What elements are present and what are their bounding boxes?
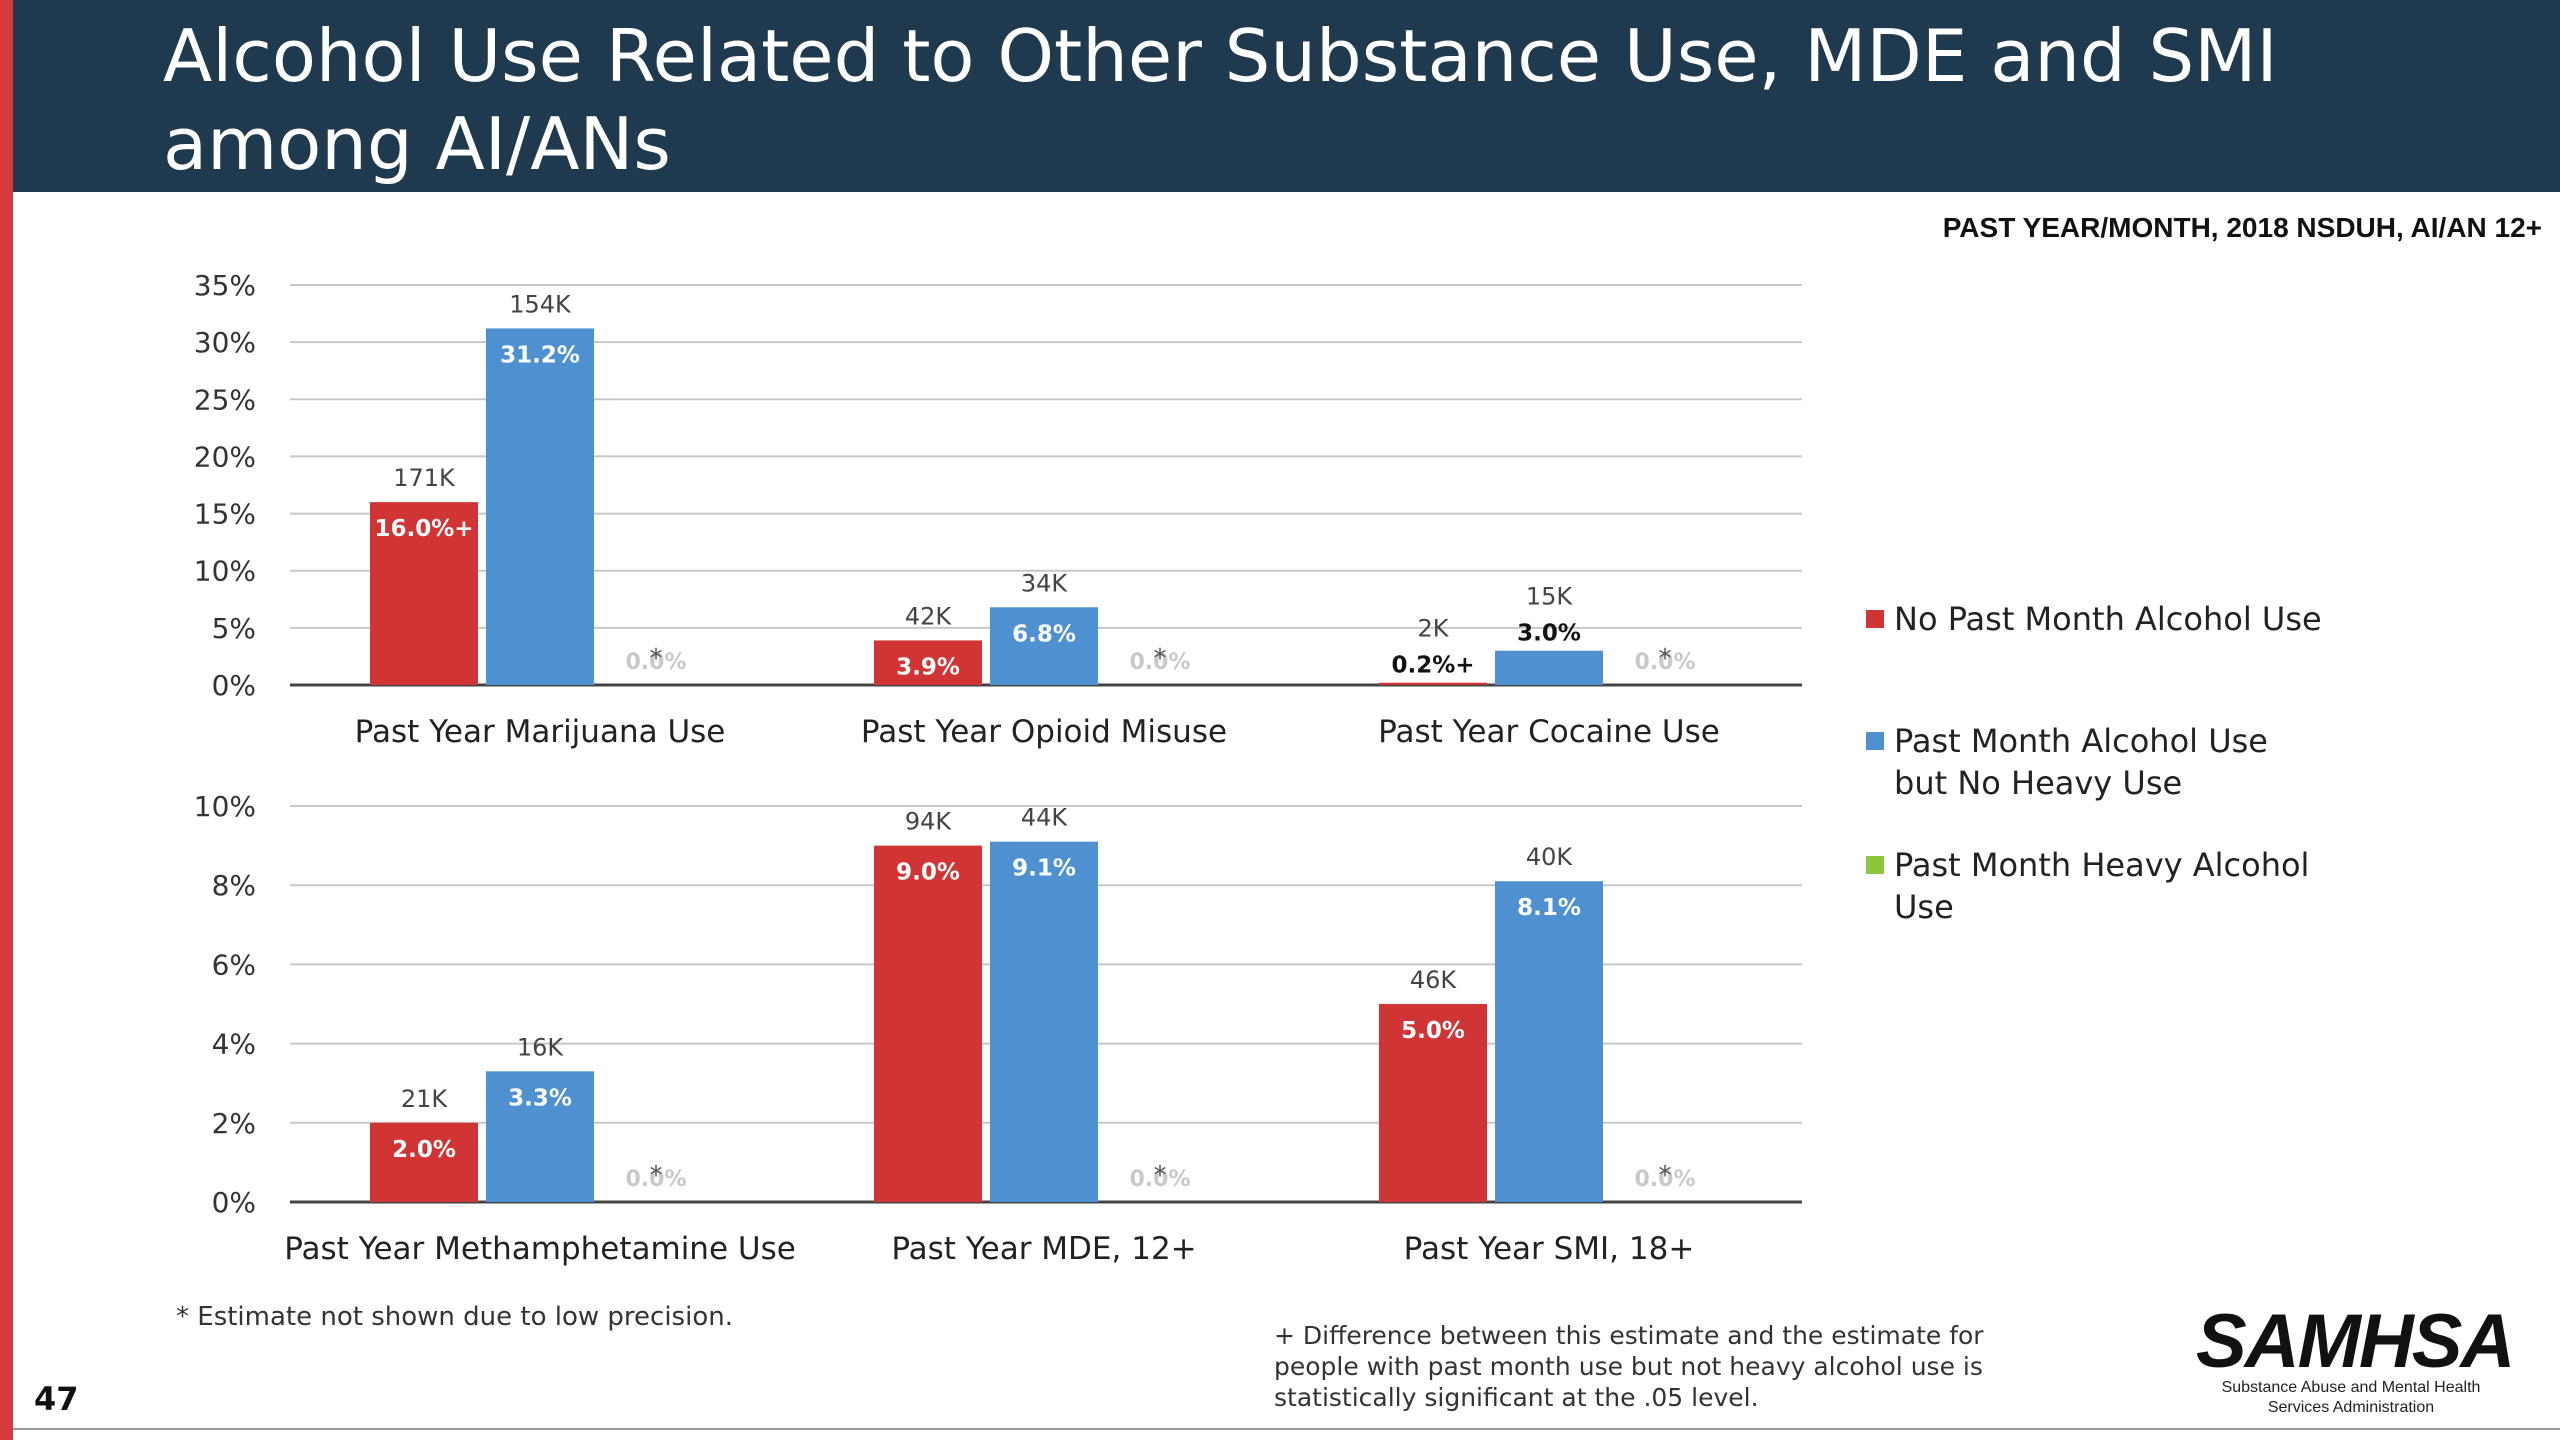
y-tick-label: 4% — [212, 1028, 256, 1061]
bar — [1379, 1004, 1487, 1202]
bar — [990, 607, 1098, 685]
count-label: 42K — [905, 602, 953, 630]
chart-subtitle: PAST YEAR/MONTH, 2018 NSDUH, AI/AN 12+ — [1942, 212, 2542, 243]
data-label-suppressed: 0.0% — [625, 1167, 686, 1192]
low-precision-star: * — [1659, 1161, 1672, 1191]
low-precision-star: * — [650, 1161, 663, 1191]
count-label: 15K — [1526, 583, 1574, 611]
samhsa-logo: SAMHSA Substance Abuse and Mental Health… — [2196, 1299, 2515, 1418]
category-label: Past Year Opioid Misuse — [861, 714, 1227, 750]
bar — [874, 845, 982, 1202]
data-label: 3.3% — [508, 1085, 572, 1111]
data-label: 3.0% — [1517, 621, 1581, 647]
logo-wordmark: SAMHSA — [2196, 1299, 2515, 1384]
count-label: 46K — [1410, 966, 1458, 994]
data-label: 16.0%+ — [374, 516, 473, 542]
bar — [990, 841, 1098, 1202]
bar — [874, 640, 982, 685]
count-label: 40K — [1526, 843, 1574, 871]
y-tick-label: 10% — [194, 790, 256, 823]
left-accent-bar — [0, 0, 13, 1440]
footnote-low-precision: * Estimate not shown due to low precisio… — [176, 1302, 733, 1332]
bar — [1495, 881, 1603, 1202]
bottom-divider — [13, 1428, 2560, 1430]
y-tick-label: 0% — [212, 1186, 256, 1219]
bar — [486, 328, 594, 685]
data-label-suppressed: 0.0% — [1129, 1167, 1190, 1192]
legend-swatch-blue — [1866, 732, 1884, 750]
legend-swatch-green — [1866, 856, 1884, 874]
legend-label: No Past Month Alcohol Use — [1894, 600, 2322, 638]
y-tick-label: 30% — [194, 326, 256, 359]
y-tick-label: 35% — [194, 269, 256, 302]
count-label: 94K — [905, 808, 953, 836]
data-label: 2.0% — [392, 1137, 456, 1163]
data-label: 31.2% — [500, 342, 580, 368]
data-label-suppressed: 0.0% — [1129, 650, 1190, 675]
data-label: 0.2%+ — [1391, 653, 1474, 679]
legend-label: Past Month Heavy Alcohol Use — [1894, 846, 2310, 926]
low-precision-star: * — [1659, 644, 1672, 674]
y-tick-label: 2% — [212, 1107, 256, 1140]
bar — [370, 502, 478, 685]
bar — [370, 1122, 478, 1202]
count-label: 21K — [401, 1085, 449, 1113]
logo-tagline: Substance Abuse and Mental Health Servic… — [2221, 1379, 2481, 1416]
data-label: 3.9% — [896, 654, 960, 680]
bar — [486, 1071, 594, 1202]
category-label: Past Year Methamphetamine Use — [284, 1231, 796, 1267]
category-label: Past Year SMI, 18+ — [1404, 1231, 1695, 1267]
count-label: 154K — [509, 290, 572, 318]
data-label: 5.0% — [1401, 1018, 1465, 1044]
data-label-suppressed: 0.0% — [1634, 650, 1695, 675]
count-label: 16K — [517, 1033, 565, 1061]
category-label: Past Year MDE, 12+ — [891, 1231, 1196, 1267]
y-tick-label: 5% — [212, 612, 256, 645]
data-label: 9.0% — [896, 860, 960, 886]
data-label: 8.1% — [1517, 895, 1581, 921]
bar — [1379, 682, 1487, 685]
y-tick-label: 0% — [212, 669, 256, 702]
y-tick-label: 8% — [212, 869, 256, 902]
count-label: 34K — [1021, 569, 1069, 597]
y-tick-label: 6% — [212, 948, 256, 981]
page-number: 47 — [34, 1380, 79, 1418]
count-label: 2K — [1417, 615, 1449, 643]
category-label: Past Year Cocaine Use — [1378, 714, 1720, 750]
page-title: Alcohol Use Related to Other Substance U… — [163, 14, 2278, 186]
data-label-suppressed: 0.0% — [625, 650, 686, 675]
y-tick-label: 20% — [194, 440, 256, 473]
data-label: 6.8% — [1012, 621, 1076, 647]
count-label: 44K — [1021, 804, 1069, 832]
footnote-significance: + Difference between this estimate and t… — [1274, 1321, 1984, 1412]
low-precision-star: * — [1154, 644, 1167, 674]
low-precision-star: * — [1154, 1161, 1167, 1191]
y-tick-label: 10% — [194, 555, 256, 588]
legend-label: Past Month Alcohol Use but No Heavy Use — [1894, 722, 2268, 802]
bar — [1495, 650, 1603, 685]
count-label: 171K — [393, 464, 456, 492]
legend-swatch-red — [1866, 610, 1884, 628]
category-label: Past Year Marijuana Use — [355, 714, 726, 750]
data-label: 9.1% — [1012, 856, 1076, 882]
y-tick-label: 15% — [194, 498, 256, 531]
low-precision-star: * — [650, 644, 663, 674]
y-tick-label: 25% — [194, 383, 256, 416]
data-label-suppressed: 0.0% — [1634, 1167, 1695, 1192]
title-banner: Alcohol Use Related to Other Substance U… — [13, 0, 2560, 192]
